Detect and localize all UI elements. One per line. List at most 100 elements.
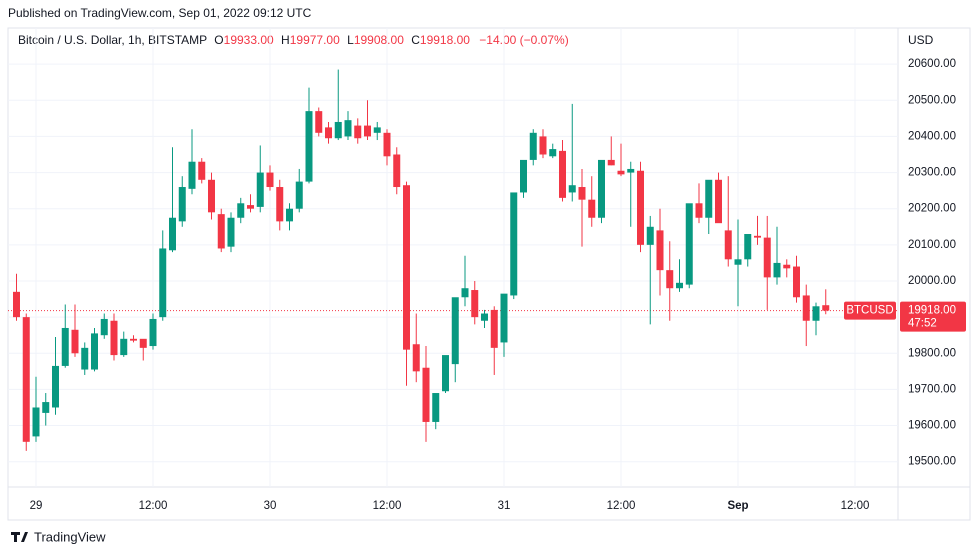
- candle-body: [334, 121, 342, 139]
- logo-mark: [11, 532, 28, 542]
- y-tick-label: 19800.00: [908, 347, 956, 359]
- candle-body: [217, 214, 225, 249]
- x-tick-label: 30: [264, 500, 277, 512]
- candle-body: [130, 338, 137, 341]
- candle-body: [383, 132, 391, 157]
- candle-body: [52, 365, 59, 408]
- candle-body: [305, 111, 313, 182]
- candle-body: [812, 306, 820, 321]
- y-tick-label: 20400.00: [908, 130, 956, 142]
- candle-body: [793, 266, 800, 298]
- x-tick-label: 29: [30, 500, 43, 512]
- candle-body: [646, 226, 654, 245]
- candle-body: [471, 290, 479, 318]
- candle-body: [578, 187, 586, 200]
- candle-body: [695, 203, 703, 218]
- candle-body: [734, 259, 742, 265]
- candle-body: [276, 187, 284, 222]
- y-tick-label: 20300.00: [908, 167, 956, 179]
- candle-body: [763, 237, 771, 278]
- price-tag-bg: [900, 301, 966, 332]
- candle-body: [685, 203, 693, 285]
- price-tag-symbol-bg: [844, 301, 896, 320]
- candle-body: [481, 313, 488, 321]
- candle-body: [22, 317, 30, 442]
- candle-body: [13, 291, 20, 318]
- candle-body: [247, 205, 254, 209]
- close-value: 19918.00: [420, 33, 470, 47]
- candle-body: [442, 355, 449, 392]
- candle-body: [549, 149, 557, 157]
- candle-body: [32, 407, 40, 437]
- candle-body: [42, 402, 50, 413]
- y-tick-label: 20500.00: [908, 94, 956, 106]
- candle-body: [539, 136, 547, 155]
- candle-body: [208, 179, 215, 213]
- candle-body: [295, 181, 303, 209]
- candle-body: [451, 297, 459, 365]
- candle-body: [588, 199, 596, 218]
- change: −14.00 (−0.07%): [479, 33, 568, 47]
- candle-body: [607, 159, 615, 166]
- candle-body: [500, 293, 508, 343]
- candle-body: [617, 170, 625, 175]
- y-tick-label: 20600.00: [908, 58, 956, 70]
- symbol: Bitcoin / U.S. Dollar, 1h, BITSTAMP: [18, 33, 207, 47]
- y-tick-label: 20000.00: [908, 275, 956, 287]
- candle-body: [403, 185, 410, 350]
- y-tick-label: 19700.00: [908, 383, 956, 395]
- footer-brand: TradingView: [34, 529, 106, 544]
- legend-line: Bitcoin / U.S. Dollar, 1h, BITSTAMP O 199…: [18, 33, 569, 47]
- open-key: O: [214, 33, 223, 47]
- x-tick-label: 31: [498, 500, 511, 512]
- price-tag-countdown: 47:52: [908, 318, 937, 330]
- candle-body: [627, 168, 635, 173]
- candle-body: [344, 120, 352, 137]
- close-key: C: [411, 33, 420, 47]
- candle-body: [412, 344, 420, 372]
- x-tick-label: Sep: [727, 500, 748, 512]
- candle-body: [637, 170, 644, 245]
- candle-body: [256, 172, 264, 207]
- low-value: 19908.00: [354, 33, 404, 47]
- candle-body: [110, 320, 118, 356]
- x-tick-label: 12:00: [841, 500, 870, 512]
- candle-body: [178, 187, 186, 222]
- candle-body: [120, 338, 128, 356]
- candle-body: [198, 161, 206, 180]
- candle-body: [510, 192, 518, 296]
- labels-layer: 19500.0019600.0019700.0019800.0019900.00…: [30, 58, 966, 512]
- candle-body: [490, 309, 498, 348]
- currency-label: USD: [908, 33, 934, 47]
- low-key: L: [347, 33, 354, 47]
- candle-body: [802, 295, 810, 321]
- marks-layer: [13, 69, 830, 451]
- candle-body: [81, 347, 89, 370]
- candle-body: [354, 125, 362, 139]
- candle-body: [188, 161, 196, 189]
- candle-body: [227, 217, 235, 247]
- candle-body: [364, 125, 371, 137]
- candle-body: [715, 179, 722, 224]
- candle-body: [676, 282, 683, 289]
- candle-body: [559, 150, 566, 198]
- candle-body: [286, 208, 293, 222]
- candle-body: [159, 248, 167, 318]
- grid-layer: [8, 28, 898, 487]
- candle-body: [754, 235, 761, 238]
- candle-body: [71, 329, 79, 354]
- candle-body: [822, 305, 830, 311]
- x-tick-label: 12:00: [607, 500, 636, 512]
- candle-body: [598, 159, 605, 218]
- candle-body: [724, 230, 732, 260]
- high-value: 19977.00: [290, 33, 340, 47]
- candle-body: [139, 338, 147, 348]
- candle-body: [422, 367, 430, 422]
- candle-body: [266, 172, 274, 188]
- price-tag-symbol: BTCUSD: [846, 305, 893, 317]
- candle-body: [61, 327, 69, 366]
- y-tick-label: 20100.00: [908, 239, 956, 251]
- candle-body: [169, 217, 176, 251]
- published-note: Published on TradingView.com, Sep 01, 20…: [8, 6, 312, 20]
